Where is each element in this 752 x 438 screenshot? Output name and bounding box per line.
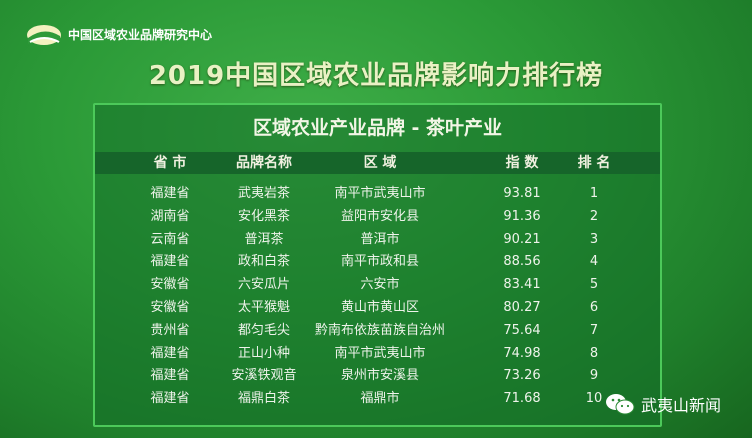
rank-cell: 8 (589, 345, 599, 361)
province-cell: 贵州省 (150, 322, 190, 338)
watermark-text: 武夷山新闻 (641, 396, 722, 415)
brand-cell: 太平猴魁 (237, 299, 291, 315)
rank-cell: 7 (589, 322, 599, 338)
index-cell: 73.26 (503, 368, 541, 384)
page-title: 2019中国区域农业品牌影响力排行榜 (148, 61, 604, 91)
province-cell: 福建省 (150, 391, 190, 407)
index-cell: 90.21 (503, 231, 541, 247)
table-title: 区域农业产业品牌 - 茶叶产业 (252, 117, 503, 139)
brand-cell: 普洱茶 (244, 231, 284, 247)
region-cell: 益阳市安化县 (340, 208, 420, 224)
table-row: 福建省 武夷岩茶 南平市武夷山市 93.81 1 (95, 183, 660, 206)
index-cell: 74.98 (503, 345, 541, 361)
rank-cell: 10 (585, 391, 603, 407)
table-row: 福建省 正山小种 南平市武夷山市 74.98 8 (95, 343, 660, 366)
region-cell: 黄山市黄山区 (340, 299, 420, 315)
province-cell: 福建省 (150, 254, 190, 270)
table-row: 福建省 政和白茶 南平市政和县 88.56 4 (95, 251, 660, 274)
watermark: 武夷山新闻 (605, 392, 721, 416)
brand-cell: 安化黑茶 (237, 208, 291, 224)
region-cell: 普洱市 (360, 231, 400, 247)
column-header: 品牌名称 (236, 155, 292, 171)
rank-cell: 2 (589, 208, 599, 224)
brand-cell: 正山小种 (237, 345, 291, 361)
brand-cell: 六安瓜片 (237, 277, 291, 293)
column-header: 排 名 (577, 155, 611, 171)
table-row: 湖南省 安化黑茶 益阳市安化县 91.36 2 (95, 206, 660, 229)
region-cell: 黔南布依族苗族自治州 (314, 322, 446, 338)
table-body: 福建省 武夷岩茶 南平市武夷山市 93.81 1 湖南省 安化黑茶 益阳市安化县 91.36 2 云… (95, 183, 660, 411)
rank-cell: 4 (589, 254, 599, 270)
region-cell: 南平市武夷山市 (334, 345, 426, 361)
region-cell: 六安市 (360, 277, 400, 293)
province-cell: 安徽省 (150, 277, 190, 293)
province-cell: 湖南省 (150, 208, 190, 224)
province-cell: 云南省 (150, 231, 190, 247)
index-cell: 88.56 (503, 254, 541, 270)
table-header: 省 市 品牌名称 区 域 指 数 排 名 (95, 152, 660, 174)
brand-cell: 政和白茶 (237, 254, 291, 270)
table-row: 云南省 普洱茶 普洱市 90.21 3 (95, 229, 660, 252)
index-cell: 75.64 (503, 322, 541, 338)
column-header: 指 数 (505, 155, 539, 171)
province-cell: 安徽省 (150, 299, 190, 315)
rank-cell: 5 (589, 277, 599, 293)
wechat-icon (606, 394, 635, 415)
region-cell: 南平市政和县 (340, 254, 420, 270)
index-cell: 71.68 (503, 391, 541, 407)
brand-cell: 都匀毛尖 (237, 322, 291, 338)
rank-cell: 3 (589, 231, 599, 247)
brand-cell: 武夷岩茶 (237, 186, 291, 201)
province-cell: 福建省 (150, 368, 190, 384)
column-header: 省 市 (153, 155, 187, 171)
rank-cell: 1 (589, 186, 599, 201)
table-row: 福建省 福鼎白茶 福鼎市 71.68 10 (95, 388, 660, 411)
table-row: 贵州省 都匀毛尖 黔南布依族苗族自治州 75.64 7 (95, 320, 660, 343)
table-row: 安徽省 六安瓜片 六安市 83.41 5 (95, 274, 660, 297)
index-cell: 91.36 (503, 208, 541, 224)
brand-cell: 福鼎白茶 (237, 391, 291, 407)
organization-header: 中国区域农业品牌研究中心 (26, 22, 212, 46)
organization-logo-icon (27, 25, 61, 45)
table-row: 安徽省 太平猴魁 黄山市黄山区 80.27 6 (95, 297, 660, 320)
region-cell: 泉州市安溪县 (340, 368, 420, 384)
index-cell: 93.81 (503, 186, 541, 201)
brand-cell: 安溪铁观音 (231, 368, 297, 384)
column-header: 区 域 (363, 155, 397, 171)
table-row: 福建省 安溪铁观音 泉州市安溪县 73.26 9 (95, 365, 660, 388)
region-cell: 南平市武夷山市 (334, 186, 426, 201)
province-cell: 福建省 (150, 345, 190, 361)
rank-cell: 9 (589, 368, 599, 384)
index-cell: 80.27 (503, 299, 541, 315)
ranking-table: 区域农业产业品牌 - 茶叶产业 省 市 品牌名称 区 域 指 数 排 名 福建省… (93, 103, 662, 427)
rank-cell: 6 (589, 299, 599, 315)
organization-name: 中国区域农业品牌研究中心 (68, 27, 213, 42)
region-cell: 福鼎市 (360, 391, 400, 407)
province-cell: 福建省 (150, 186, 190, 201)
index-cell: 83.41 (503, 277, 541, 293)
